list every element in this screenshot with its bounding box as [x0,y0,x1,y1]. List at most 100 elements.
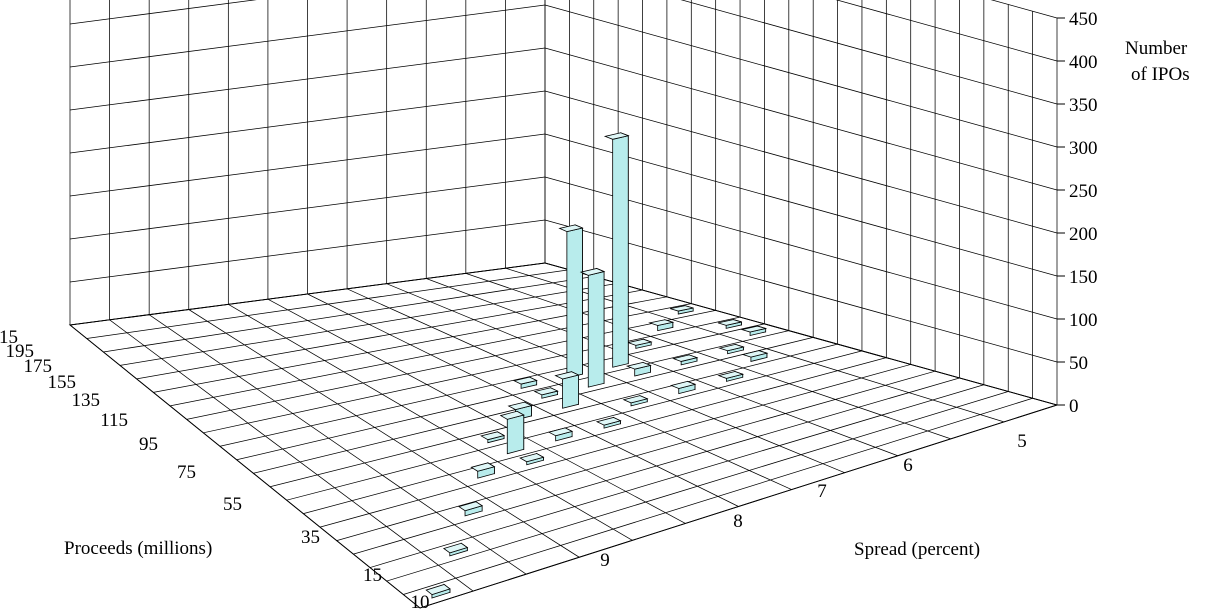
floor-line-spread [426,278,898,457]
floor-line-proceeds [86,269,570,339]
floor-line-proceeds [236,330,789,461]
floor-line-proceeds [253,337,814,474]
right-wall-hline [544,219,1058,363]
bar-top-face [622,395,649,404]
floor-line-spread [465,272,951,440]
back-wall-hline [69,47,546,111]
floor-line-spread [109,319,474,592]
z-axis-title-line2: of IPOs [1131,64,1190,85]
bar-top-face [457,501,484,512]
floor-line-spread [148,314,527,575]
floor-line-proceeds [219,323,765,447]
bar [457,500,484,517]
bar-top-face [741,350,769,358]
floor-line-proceeds [269,343,838,488]
right-wall-hline [835,0,1058,62]
bar [554,371,580,409]
back-wall-hline [69,90,546,154]
bar-top-face [425,584,451,596]
bar-top-face [579,268,606,276]
bar [579,267,606,388]
z-tick-label: 300 [1069,138,1098,159]
bar-top-face [648,319,675,326]
y-axis-title: Proceeds (millions) [64,538,212,559]
z-tick-label: 400 [1069,52,1098,73]
z-tick-label: 0 [1069,396,1079,417]
proceeds-tick-label: 195 [6,341,35,362]
bar [603,132,630,368]
proceeds-tick-label: 155 [48,372,77,393]
right-wall-hline [544,4,1058,148]
bar [558,224,584,379]
bar-top-face [554,371,580,380]
bar-top-face [669,380,697,389]
bar-top-face [558,224,584,233]
spread-tick-label: 8 [733,511,743,532]
z-tick-label: 450 [1069,9,1098,30]
floor-line-proceeds [136,289,643,380]
bar [519,452,545,466]
floor-line-proceeds [403,397,1033,595]
bar [648,319,675,332]
z-tick-label: 250 [1069,181,1098,202]
back-wall-hline [69,0,257,25]
bar-top-face [547,427,574,437]
bar-top-face [595,417,622,426]
bar-top-face [718,343,745,352]
floor-line-proceeds [369,384,984,568]
bar-top-face [480,431,506,441]
proceeds-tick-label: 15 [363,565,382,586]
bar-front-face [562,374,579,409]
right-wall-hline [544,133,1058,277]
proceeds-tick-label: 135 [72,390,101,411]
bar-top-face [625,362,652,370]
right-wall-hline [680,0,1058,105]
bar [717,319,742,329]
x-axis-title: Spread (percent) [854,539,980,560]
bar [669,380,697,395]
bar [547,427,574,442]
floor-line-spread [228,304,633,541]
right-wall-hline [544,90,1058,234]
bar [480,431,506,444]
floor-line-proceeds [336,370,936,541]
bar [741,350,769,362]
right-wall-hline [544,176,1058,320]
bar-top-face [499,410,525,420]
bar-front-face [587,271,605,388]
floor-line-proceeds [103,276,594,353]
chart-bars [425,132,769,599]
floor-line-proceeds [203,316,741,434]
bar-top-face [519,453,545,463]
proceeds-tick-label: 35 [301,527,320,548]
bar-top-face [740,325,768,333]
floor-line-proceeds [286,350,863,501]
bar-top-face [626,338,653,346]
bar [533,387,559,399]
bar [595,416,622,429]
floor-line-proceeds [303,357,887,515]
bar-top-face [672,354,699,362]
bar-front-face [506,414,525,455]
chart-walls [69,0,1058,406]
bar-top-face [533,387,559,396]
right-wall-hline [990,0,1058,19]
z-tick-label: 100 [1069,310,1098,331]
floor-line-proceeds [386,391,1009,582]
spread-tick-label: 7 [817,481,827,502]
z-tick-label: 200 [1069,224,1098,245]
proceeds-tick-label: 115 [100,410,128,431]
proceeds-tick-label: 55 [223,494,242,515]
z-axis-title-line1: Number [1125,38,1188,59]
back-wall-hline [69,176,546,240]
bar-front-face [612,135,629,368]
bar-top-face [470,462,496,472]
floor-line-spread [307,293,739,507]
spread-tick-label: 5 [1017,431,1027,452]
bar [718,343,745,355]
bar [425,583,451,599]
floor-line-proceeds [353,377,960,555]
floor-line-spread [386,283,845,474]
bar-top-face [442,542,469,554]
